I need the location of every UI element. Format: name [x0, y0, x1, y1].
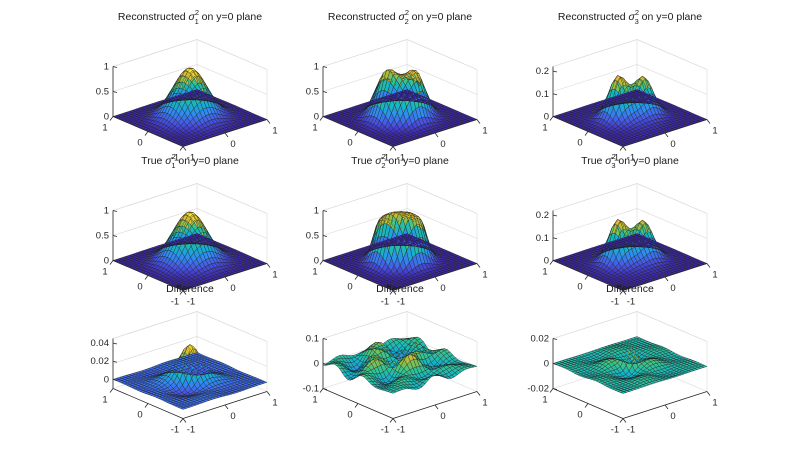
surface	[112, 211, 268, 291]
y-tick-label: 1	[482, 270, 487, 281]
y-tick-label: -1	[187, 425, 195, 436]
surface	[322, 69, 478, 147]
x-tick-label: -1	[171, 153, 179, 164]
x-tick-label: -1	[171, 425, 179, 436]
y-tick-label: 0	[670, 139, 675, 150]
y-tick-label: 0	[670, 283, 675, 294]
y-tick-label: 1	[712, 270, 717, 281]
y-tick-label: 0	[440, 139, 445, 150]
x-tick-label: 1	[102, 395, 107, 406]
surface	[322, 336, 478, 394]
x-tick-label: 0	[137, 410, 142, 421]
subplot-title: Reconstructed σ2 1 on y=0 plane	[118, 8, 262, 26]
surface	[322, 211, 478, 291]
z-tick-label: 0.5	[306, 231, 319, 242]
surface	[112, 67, 268, 147]
y-tick-label: -1	[187, 153, 195, 164]
x-tick-label: -1	[611, 297, 619, 308]
y-tick-label: 1	[272, 270, 277, 281]
z-tick-label: 0.2	[536, 66, 549, 77]
z-tick-label: 0	[544, 112, 549, 123]
x-tick-label: -1	[171, 297, 179, 308]
z-tick-label: 0	[314, 256, 319, 267]
x-tick-label: 1	[542, 267, 547, 278]
y-tick-label: 0	[230, 139, 235, 150]
x-tick-label: 0	[577, 282, 582, 293]
y-tick-label: 0	[230, 411, 235, 422]
z-tick-label: 1	[314, 206, 319, 217]
z-tick-label: 0	[544, 256, 549, 267]
surface	[552, 75, 708, 147]
x-tick-label: 0	[137, 138, 142, 149]
subplot-title: Difference	[166, 283, 214, 295]
y-tick-label: -1	[627, 297, 635, 308]
x-tick-label: 1	[312, 123, 317, 134]
z-tick-label: 0.5	[96, 87, 109, 98]
x-tick-label: 0	[347, 282, 352, 293]
x-tick-label: 0	[137, 282, 142, 293]
subplot-title: True σ2 1 on y=0 plane	[141, 152, 239, 170]
subplot-title: Reconstructed σ2 3 on y=0 plane	[558, 8, 702, 26]
y-tick-label: 1	[712, 126, 717, 137]
z-tick-label: 0.2	[536, 210, 549, 221]
z-tick-label: 0	[314, 112, 319, 123]
subplot-title: Reconstructed σ2 2 on y=0 plane	[328, 8, 472, 26]
z-tick-label: 1	[104, 62, 109, 73]
x-tick-label: -1	[381, 297, 389, 308]
z-tick-label: 0.1	[536, 89, 549, 100]
z-tick-label: 1	[314, 62, 319, 73]
z-tick-label: 0.5	[306, 87, 319, 98]
z-tick-label: 1	[104, 206, 109, 217]
x-tick-label: 1	[102, 123, 107, 134]
y-tick-label: 1	[272, 126, 277, 137]
x-tick-label: 1	[542, 123, 547, 134]
y-tick-label: 1	[482, 126, 487, 137]
z-tick-label: 0.5	[96, 231, 109, 242]
x-tick-label: 0	[347, 138, 352, 149]
x-tick-label: 1	[102, 267, 107, 278]
subplot-title: True σ2 3 on y=0 plane	[581, 152, 679, 170]
y-tick-label: -1	[397, 297, 405, 308]
z-tick-label: 0.02	[91, 356, 110, 367]
y-tick-label: 1	[272, 398, 277, 409]
z-tick-label: 0.04	[91, 338, 110, 349]
x-tick-label: 1	[312, 267, 317, 278]
y-tick-label: 0	[440, 283, 445, 294]
surface	[552, 219, 708, 291]
z-tick-label: 0	[104, 112, 109, 123]
z-tick-label: 0	[104, 374, 109, 385]
surface	[112, 344, 268, 410]
x-tick-label: 0	[577, 138, 582, 149]
subplot-3-1: 0 0.02 0.04 1 0 -1 -1 0 1 Difference	[91, 283, 278, 436]
z-tick-label: 0.1	[536, 233, 549, 244]
z-tick-label: 0	[104, 256, 109, 267]
y-tick-label: 0	[230, 283, 235, 294]
subplot-title: True σ2 2 on y=0 plane	[351, 152, 449, 170]
y-tick-label: -1	[187, 297, 195, 308]
